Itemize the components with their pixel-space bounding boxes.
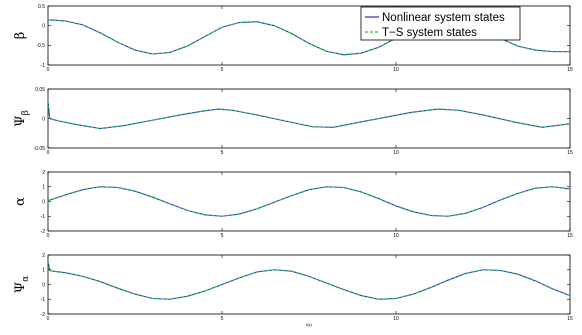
series-line-ts: [48, 260, 570, 300]
y-tick-label: 1: [42, 185, 45, 191]
x-tick-label: 5: [221, 316, 224, 322]
x-tick-label: 15: [567, 233, 573, 239]
y-tick-label: -2: [41, 229, 46, 235]
x-tick-label: 0: [47, 233, 50, 239]
y-axis-label: β: [13, 32, 28, 40]
x-tick-label: 10: [393, 150, 399, 156]
x-tick-label: 10: [393, 233, 399, 239]
plot-frame: [47, 254, 571, 315]
x-tick-label: 5: [221, 150, 224, 156]
legend-box: [360, 6, 521, 41]
y-axis-label-main: α: [13, 197, 28, 206]
y-tick-label: -1: [41, 63, 46, 69]
y-axis-label-main: β: [13, 32, 28, 40]
y-tick-label: -0.05: [34, 146, 46, 152]
y-axis-label: Ψβ: [13, 110, 31, 127]
legend-entry-label: Nonlinear system states: [382, 12, 505, 24]
y-axis-label-main: Ψ: [13, 282, 28, 293]
x-tick-label: 15: [567, 316, 573, 322]
y-tick-label: 2: [42, 253, 45, 259]
chart-panel-3: 210-1-20 5 10 15α: [13, 170, 573, 239]
y-tick-label: -0.5: [36, 43, 45, 49]
x-tick-label: 0: [47, 150, 50, 156]
x-axis-label: t(s): [306, 322, 312, 327]
x-tick-label: 5: [221, 67, 224, 73]
x-tick-label: 15: [567, 150, 573, 156]
y-axis-label-main: Ψ: [13, 115, 28, 126]
y-axis-label-subscript: β: [21, 110, 31, 115]
y-tick-label: 0.05: [35, 87, 45, 93]
x-tick-label: 15: [567, 67, 573, 73]
series-line-ts: [48, 186, 570, 217]
series-line-ts: [48, 100, 570, 130]
y-tick-label: 0: [42, 23, 45, 29]
y-tick-label: 0: [42, 282, 45, 288]
y-tick-label: 1: [42, 268, 45, 274]
y-tick-label: -2: [41, 312, 46, 318]
legend: Nonlinear system states T−S system states: [360, 6, 521, 41]
y-axis-label: α: [13, 197, 28, 206]
x-tick-label: 10: [393, 67, 399, 73]
plot-frame: [47, 88, 571, 149]
x-tick-label: 0: [47, 67, 50, 73]
plot-frame: [47, 171, 571, 232]
y-axis-label: Ψα: [13, 276, 31, 293]
x-tick-label: 10: [393, 316, 399, 322]
y-tick-label: -1: [41, 214, 46, 220]
y-tick-label: 0: [42, 199, 45, 205]
x-tick-label: 0: [47, 316, 50, 322]
y-tick-label: 0.5: [38, 4, 45, 10]
legend-entry-label: T−S system states: [382, 27, 477, 39]
x-tick-label: 5: [221, 233, 224, 239]
y-tick-label: -1: [41, 297, 46, 303]
y-tick-label: 0: [42, 116, 45, 122]
y-tick-label: 2: [42, 170, 45, 176]
y-axis-label-subscript: α: [21, 276, 31, 282]
